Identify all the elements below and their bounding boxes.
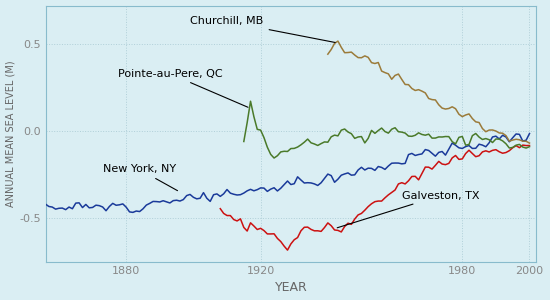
Text: Pointe-au-Pere, QC: Pointe-au-Pere, QC <box>118 69 248 107</box>
Y-axis label: ANNUAL MEAN SEA LEVEL (M): ANNUAL MEAN SEA LEVEL (M) <box>6 60 15 207</box>
Text: Galveston, TX: Galveston, TX <box>337 190 479 228</box>
X-axis label: YEAR: YEAR <box>274 281 307 294</box>
Text: New York, NY: New York, NY <box>103 164 178 191</box>
Text: Churchill, MB: Churchill, MB <box>190 16 335 43</box>
